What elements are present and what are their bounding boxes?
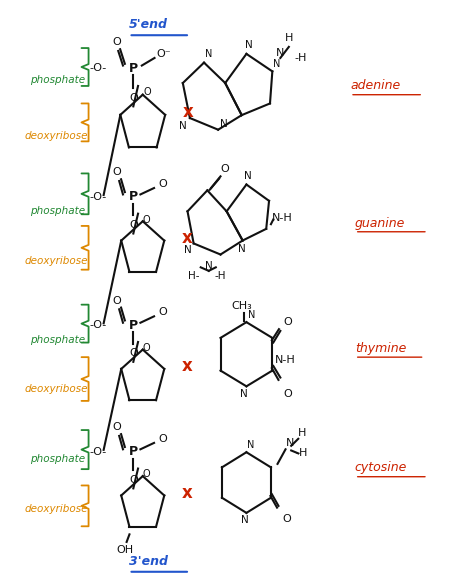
Text: phosphate: phosphate xyxy=(30,75,85,85)
Text: N: N xyxy=(205,261,213,271)
Text: N: N xyxy=(244,171,252,181)
Text: -H: -H xyxy=(294,53,307,63)
Text: deoxyribose: deoxyribose xyxy=(25,384,89,394)
Text: N: N xyxy=(205,49,212,59)
Text: O: O xyxy=(129,475,138,485)
Text: -H: -H xyxy=(215,271,226,281)
Text: O: O xyxy=(143,469,150,479)
Text: cytosine: cytosine xyxy=(355,461,407,475)
Text: N: N xyxy=(273,59,281,69)
Text: N: N xyxy=(241,516,249,526)
Text: O: O xyxy=(129,220,138,230)
Text: N-H: N-H xyxy=(275,355,295,365)
Text: N: N xyxy=(238,244,246,254)
Text: P: P xyxy=(129,445,138,458)
Text: N: N xyxy=(286,438,294,448)
Text: x: x xyxy=(182,229,192,247)
Text: adenine: adenine xyxy=(350,80,401,93)
Text: O: O xyxy=(112,295,121,305)
Text: -O-: -O- xyxy=(90,63,107,73)
Text: P: P xyxy=(129,190,138,203)
Text: 3'end: 3'end xyxy=(128,555,168,568)
Text: O: O xyxy=(112,167,121,178)
Text: phosphate: phosphate xyxy=(30,335,85,345)
Text: deoxyribose: deoxyribose xyxy=(25,504,89,514)
Text: P: P xyxy=(129,319,138,332)
Text: phosphate: phosphate xyxy=(30,454,85,464)
Text: -O-: -O- xyxy=(90,447,107,456)
Text: O: O xyxy=(158,307,167,317)
Text: N: N xyxy=(240,389,248,399)
Text: -H: -H xyxy=(296,448,308,458)
Text: O: O xyxy=(143,343,150,353)
Text: H: H xyxy=(298,428,306,438)
Text: deoxyribose: deoxyribose xyxy=(25,131,89,141)
Text: thymine: thymine xyxy=(355,342,406,355)
Text: x: x xyxy=(182,483,192,502)
Text: x: x xyxy=(182,357,192,375)
Text: 5'end: 5'end xyxy=(128,18,168,31)
Text: O: O xyxy=(112,38,121,47)
Text: OH: OH xyxy=(116,545,133,555)
Text: O: O xyxy=(283,317,292,327)
Text: O: O xyxy=(112,422,121,432)
Text: H-: H- xyxy=(188,271,200,281)
Text: -O-: -O- xyxy=(90,192,107,202)
Text: P: P xyxy=(129,62,138,75)
Text: H: H xyxy=(285,33,293,43)
Text: N: N xyxy=(220,119,228,129)
Text: O: O xyxy=(144,87,151,97)
Text: O: O xyxy=(283,389,292,399)
Text: x: x xyxy=(182,103,193,121)
Text: phosphate: phosphate xyxy=(30,206,85,216)
Text: N: N xyxy=(245,40,253,50)
Text: O: O xyxy=(221,163,229,174)
Text: N: N xyxy=(183,246,191,255)
Text: deoxyribose: deoxyribose xyxy=(25,256,89,266)
Text: N: N xyxy=(247,440,255,449)
Text: N-H: N-H xyxy=(272,213,292,223)
Text: N: N xyxy=(179,121,187,131)
Text: N: N xyxy=(276,48,284,58)
Text: N: N xyxy=(248,309,256,319)
Text: O: O xyxy=(129,93,138,103)
Text: O: O xyxy=(158,434,167,444)
Text: -O-: -O- xyxy=(90,320,107,330)
Text: O: O xyxy=(143,214,150,224)
Text: guanine: guanine xyxy=(355,216,405,230)
Text: O⁻: O⁻ xyxy=(156,49,171,59)
Text: O: O xyxy=(282,514,291,524)
Text: CH₃: CH₃ xyxy=(231,301,252,311)
Text: O: O xyxy=(158,179,167,189)
Text: O: O xyxy=(129,348,138,358)
